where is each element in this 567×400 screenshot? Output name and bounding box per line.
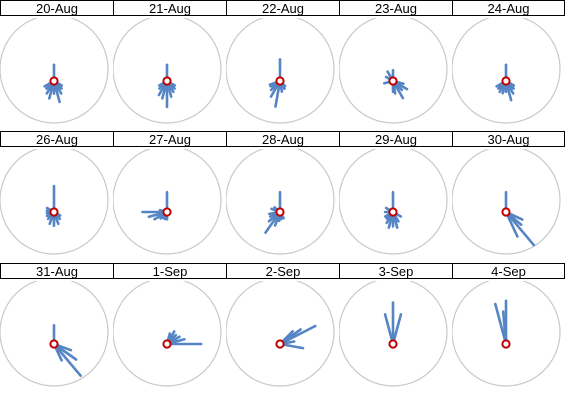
- rose-plot: [339, 149, 448, 255]
- outer-circle: [226, 149, 335, 255]
- panel-date-label: 4-Sep: [452, 263, 565, 279]
- outer-circle: [113, 18, 222, 124]
- panel-date-label: 22-Aug: [226, 0, 339, 16]
- outer-circle: [339, 149, 448, 255]
- outer-circle: [452, 281, 561, 387]
- panel-date-label: 26-Aug: [0, 131, 113, 147]
- outer-circle: [226, 281, 335, 387]
- rose-plot: [452, 149, 561, 255]
- rose-plot: [0, 281, 109, 387]
- outer-circle: [0, 18, 109, 124]
- center-marker: [162, 207, 172, 217]
- panel-date-label: 2-Sep: [226, 263, 339, 279]
- center-marker: [388, 339, 398, 349]
- panel-date-label: 1-Sep: [113, 263, 226, 279]
- direction-ray: [501, 310, 508, 346]
- rose-plot: [226, 18, 335, 124]
- outer-circle: [0, 281, 109, 387]
- center-marker: [275, 339, 285, 349]
- center-marker: [162, 76, 172, 86]
- outer-circle: [339, 18, 448, 124]
- direction-ray: [383, 313, 395, 346]
- center-marker: [501, 339, 511, 349]
- center-marker: [49, 339, 59, 349]
- center-marker: [501, 76, 511, 86]
- center-marker: [275, 76, 285, 86]
- outer-circle: [113, 281, 222, 387]
- center-marker: [275, 207, 285, 217]
- panel-date-label: 23-Aug: [339, 0, 452, 16]
- center-marker: [162, 339, 172, 349]
- rose-plot: [226, 149, 335, 255]
- panel-date-label: 31-Aug: [0, 263, 113, 279]
- rose-plot: [113, 149, 222, 255]
- rose-plot: [452, 281, 561, 387]
- panel-date-label: 3-Sep: [339, 263, 452, 279]
- rose-plot: [113, 18, 222, 124]
- rose-plot: [339, 281, 448, 387]
- panel-date-label: 24-Aug: [452, 0, 565, 16]
- panel-date-label: 30-Aug: [452, 131, 565, 147]
- rose-plot: [452, 18, 561, 124]
- panel-date-label: 28-Aug: [226, 131, 339, 147]
- center-marker: [49, 207, 59, 217]
- outer-circle: [339, 281, 448, 387]
- rose-plot: [339, 18, 448, 124]
- panel-date-label: 21-Aug: [113, 0, 226, 16]
- center-marker: [501, 207, 511, 217]
- outer-circle: [452, 18, 561, 124]
- direction-ray: [52, 342, 82, 377]
- outer-circle: [452, 149, 561, 255]
- direction-ray: [391, 313, 403, 346]
- center-marker: [49, 76, 59, 86]
- outer-circle: [113, 149, 222, 255]
- center-marker: [388, 76, 398, 86]
- panel-date-label: 27-Aug: [113, 131, 226, 147]
- panel-date-label: 29-Aug: [339, 131, 452, 147]
- panel-date-label: 20-Aug: [0, 0, 113, 16]
- rose-plot: [113, 281, 222, 387]
- center-marker: [388, 207, 398, 217]
- rose-plot: [226, 281, 335, 387]
- outer-circle: [0, 149, 109, 255]
- outer-circle: [226, 18, 335, 124]
- rose-plot: [0, 18, 109, 124]
- rose-plot: [0, 149, 109, 255]
